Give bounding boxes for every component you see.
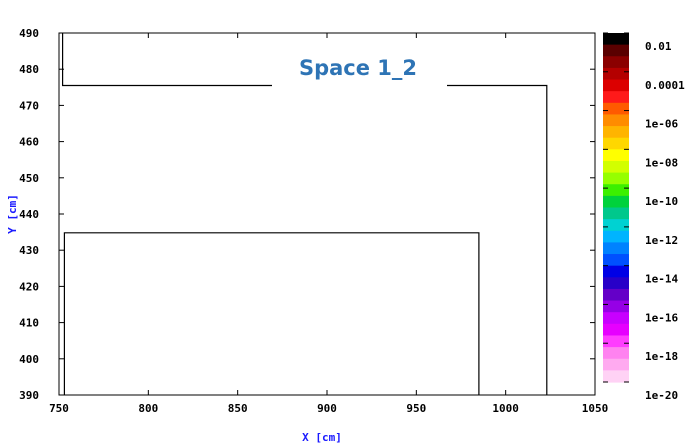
y-tick-label: 490	[19, 27, 39, 40]
colorbar-segment	[603, 91, 629, 104]
y-tick-label: 410	[19, 317, 39, 330]
colorbar-segment	[603, 288, 629, 302]
colorbar-segment	[603, 149, 629, 162]
colorbar-tick-label: 1e-14	[645, 273, 678, 286]
y-tick-label: 430	[19, 244, 39, 257]
colorbar-segment	[603, 44, 629, 57]
colorbar-segment	[603, 207, 629, 220]
y-tick-label: 420	[19, 280, 39, 293]
colorbar-segment	[603, 114, 629, 127]
x-tick-label: 950	[406, 402, 426, 415]
colorbar-segment	[603, 265, 629, 278]
y-tick-label: 480	[19, 63, 39, 76]
colorbar-segment	[603, 184, 629, 197]
title-background	[272, 46, 447, 91]
y-axis: 390 400 410 420 430 440 450 460 470 480 490	[19, 27, 595, 402]
x-axis-label: X [cm]	[302, 431, 342, 444]
y-axis-label: Y [cm]	[6, 194, 19, 234]
colorbar-segment	[603, 219, 629, 232]
x-tick-label: 900	[317, 402, 337, 415]
colorbar-tick-label: 1e-12	[645, 234, 678, 247]
colorbar-tick-label: 1e-06	[645, 118, 678, 131]
y-tick-label: 470	[19, 99, 39, 112]
colorbar-segment	[603, 137, 629, 150]
colorbar-segment	[603, 67, 629, 81]
x-tick-label: 1000	[492, 402, 519, 415]
colorbar-tick-label: 0.0001	[645, 79, 685, 92]
colorbar-segment	[603, 172, 629, 185]
colorbar-segment	[603, 126, 629, 139]
x-axis: 750 800 850 900 950 1000 1050	[49, 33, 608, 415]
colorbar-segment	[603, 254, 629, 267]
colorbar-segment	[603, 347, 629, 360]
colorbar-tick-label: 1e-10	[645, 195, 678, 208]
colorbar-segment	[603, 358, 629, 371]
y-tick-label: 400	[19, 353, 39, 366]
x-tick-label: 850	[228, 402, 248, 415]
y-tick-label: 390	[19, 389, 39, 402]
x-tick-label: 800	[138, 402, 158, 415]
x-tick-label: 1050	[582, 402, 609, 415]
colorbar-segment	[603, 102, 629, 116]
colorbar-tick-label: 1e-20	[645, 389, 678, 402]
colorbar-segment	[603, 335, 629, 348]
colorbar-segment	[603, 370, 629, 383]
x-tick-label: 750	[49, 402, 69, 415]
colorbar-tick-label: 1e-16	[645, 311, 678, 324]
colorbar-segment	[603, 242, 629, 255]
colorbar-tick-label: 0.01	[645, 40, 672, 53]
colorbar-segment	[603, 323, 629, 337]
colorbar-tick-label: 1e-08	[645, 156, 678, 169]
colorbar-segment	[603, 230, 629, 243]
colorbar-segment	[603, 160, 629, 174]
colorbar-segment	[603, 79, 629, 92]
colorbar-segment	[603, 33, 629, 46]
colorbar-segment	[603, 312, 629, 325]
y-tick-label: 450	[19, 172, 39, 185]
colorbar-segment	[603, 195, 629, 209]
y-tick-label: 460	[19, 136, 39, 149]
colorbar-segment	[603, 277, 629, 290]
colorbar-tick-label: 1e-18	[645, 350, 678, 363]
lower-region-outline	[63, 232, 480, 395]
chart-title: Space 1_2	[299, 56, 417, 80]
colorbar-segment	[603, 300, 629, 313]
colorbar-segment	[603, 56, 629, 69]
colorbar: 0.01 0.0001 1e-06 1e-08 1e-10 1e-12 1e-14 1e-16…	[603, 32, 685, 402]
y-tick-label: 440	[19, 208, 39, 221]
